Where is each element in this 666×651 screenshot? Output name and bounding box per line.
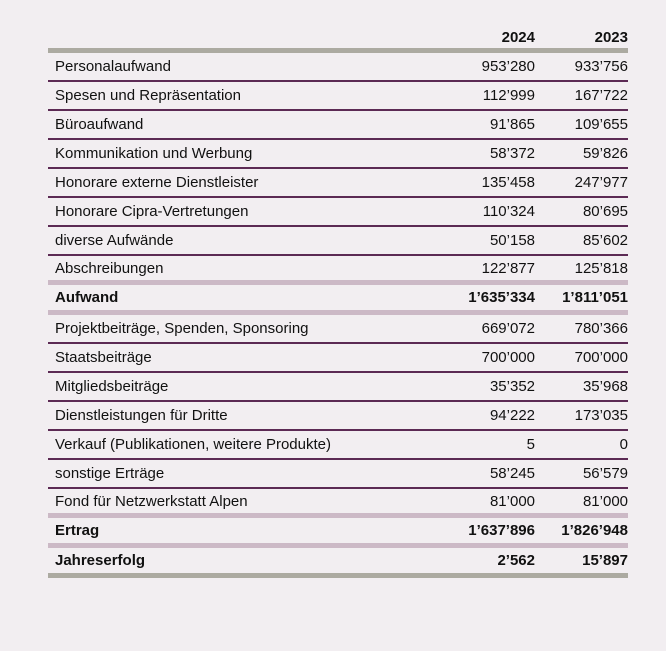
row-value-2023: 80’695 [582, 203, 628, 220]
table-row: Mitgliedsbeiträge 35’352 35’968 [48, 373, 628, 402]
table-row: Dienstleistungen für Dritte 94’222 173’035 [48, 402, 628, 431]
table-body: Personalaufwand 953’280 933’756 Spesen und … [48, 53, 628, 578]
table-row: Kommunikation und Werbung 58’372 59’826 [48, 140, 628, 169]
row-label: Personalaufwand [55, 58, 171, 75]
row-value-2024: 110’324 [482, 203, 535, 220]
row-value-2023: 56’579 [582, 465, 628, 482]
row-label: Mitgliedsbeiträge [55, 378, 169, 395]
row-value-2024: 5 [526, 436, 535, 453]
row-value-2023: 173’035 [574, 407, 628, 424]
table-row: sonstige Erträge 58’245 56’579 [48, 460, 628, 489]
row-label: Honorare externe Dienstleister [55, 174, 259, 191]
row-value-2024: 50’158 [489, 232, 535, 249]
row-value-2023: 59’826 [582, 145, 628, 162]
row-label: Staatsbeiträge [55, 349, 152, 366]
table-row: Verkauf (Publikationen, weitere Produkte… [48, 431, 628, 460]
table-row: Staatsbeiträge 700’000 700’000 [48, 344, 628, 373]
row-value-2023: 109’655 [574, 116, 628, 133]
row-value-2023: 0 [619, 436, 628, 453]
row-label: Spesen und Repräsentation [55, 87, 241, 104]
row-value-2024: 112’999 [482, 87, 535, 104]
row-label: Honorare Cipra-Vertretungen [55, 203, 249, 220]
table-row: Jahreserfolg 2’562 15’897 [48, 548, 628, 578]
row-value-2023: 35’968 [582, 378, 628, 395]
row-value-2023: 85’602 [582, 232, 628, 249]
table-header-row: 2024 2023 [48, 27, 628, 53]
row-label: sonstige Erträge [55, 465, 165, 482]
row-value-2024: 953’280 [481, 58, 535, 75]
table-row: Projektbeiträge, Spenden, Sponsoring 669’… [48, 315, 628, 344]
row-label: Kommunikation und Werbung [55, 145, 253, 162]
row-value-2023: 125’818 [574, 259, 628, 277]
row-label: diverse Aufwände [55, 232, 174, 249]
table-row: Personalaufwand 953’280 933’756 [48, 53, 628, 82]
table-row: Aufwand 1’635’334 1’811’051 [48, 285, 628, 315]
column-header-2023: 2023 [594, 29, 628, 46]
row-value-2023: 1’811’051 [562, 289, 628, 306]
row-value-2023: 247’977 [574, 174, 628, 191]
row-label: Büroaufwand [55, 116, 144, 133]
row-value-2024: 91’865 [489, 116, 535, 133]
table-row: diverse Aufwände 50’158 85’602 [48, 227, 628, 256]
row-label: Abschreibungen [55, 259, 164, 277]
row-label: Verkauf (Publikationen, weitere Produkte… [55, 436, 331, 453]
row-value-2023: 933’756 [574, 58, 628, 75]
row-value-2024: 669’072 [481, 320, 535, 337]
row-label: Ertrag [55, 522, 100, 539]
row-value-2024: 2’562 [497, 552, 535, 569]
row-value-2024: 58’372 [489, 145, 535, 162]
income-statement-table: 2024 2023 Personalaufwand 953’280 933’756 S… [48, 27, 628, 578]
row-value-2024: 35’352 [489, 378, 535, 395]
table-row: Abschreibungen 122’877 125’818 [48, 256, 628, 285]
row-value-2023: 15’897 [582, 552, 628, 569]
row-value-2024: 122’877 [481, 259, 535, 277]
row-value-2023: 1’826’948 [561, 522, 628, 539]
row-value-2023: 167’722 [574, 87, 628, 104]
row-value-2024: 135’458 [481, 174, 535, 191]
table-row: Spesen und Repräsentation 112’999 167’722 [48, 82, 628, 111]
row-value-2023: 700’000 [574, 349, 628, 366]
row-value-2024: 1’635’334 [468, 289, 535, 306]
row-value-2024: 700’000 [481, 349, 535, 366]
row-value-2024: 58’245 [489, 465, 535, 482]
table-row: Büroaufwand 91’865 109’655 [48, 111, 628, 140]
table-row: Ertrag 1’637’896 1’826’948 [48, 518, 628, 548]
row-label: Fond für Netzwerkstatt Alpen [55, 492, 248, 510]
row-label: Dienstleistungen für Dritte [55, 407, 228, 424]
table-row: Fond für Netzwerkstatt Alpen 81’000 81’000 [48, 489, 628, 518]
row-value-2023: 81’000 [582, 492, 628, 510]
row-value-2024: 81’000 [489, 492, 535, 510]
row-label: Aufwand [55, 289, 119, 306]
row-value-2024: 94’222 [489, 407, 535, 424]
table-row: Honorare externe Dienstleister 135’458 247… [48, 169, 628, 198]
row-value-2023: 780’366 [574, 320, 628, 337]
table-row: Honorare Cipra-Vertretungen 110’324 80’695 [48, 198, 628, 227]
row-label: Jahreserfolg [55, 552, 146, 569]
column-header-2024: 2024 [501, 29, 535, 46]
row-value-2024: 1’637’896 [468, 522, 535, 539]
row-label: Projektbeiträge, Spenden, Sponsoring [55, 320, 309, 337]
